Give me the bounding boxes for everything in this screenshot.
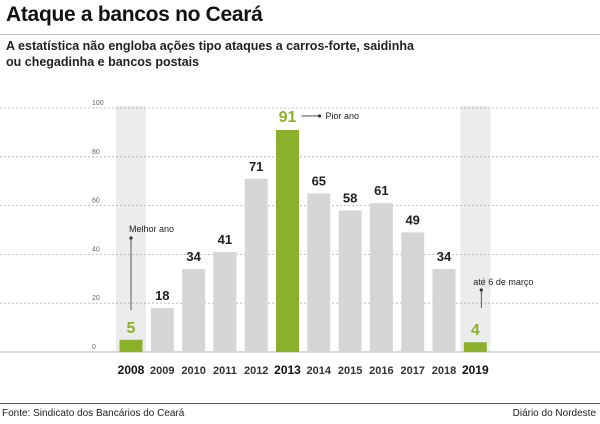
- bar-2010: [182, 269, 206, 352]
- category-label-2018: 2018: [432, 365, 456, 377]
- annotation-melhor-ano: Melhor ano: [129, 224, 174, 234]
- value-label-2009: 18: [155, 288, 169, 303]
- publisher-credit: Diário do Nordeste: [512, 408, 596, 419]
- value-label-2013: 91: [279, 109, 297, 126]
- y-tick-label-20: 20: [92, 295, 100, 302]
- bar-2009: [150, 308, 174, 352]
- source-note: Fonte: Sindicato dos Bancários do Ceará: [2, 408, 185, 419]
- value-label-2010: 34: [186, 249, 201, 264]
- bar-2011: [213, 251, 237, 352]
- annotation-dot-2008: [129, 236, 133, 240]
- category-label-2016: 2016: [369, 365, 393, 377]
- bottom-divider: [0, 403, 600, 404]
- value-label-2011: 41: [218, 232, 232, 247]
- bar-2008: [119, 339, 143, 352]
- top-divider: [0, 34, 600, 35]
- category-label-2012: 2012: [244, 365, 268, 377]
- bar-2019: [463, 342, 487, 352]
- value-label-2008: 5: [127, 320, 136, 337]
- chart-title: Ataque a bancos no Ceará: [6, 3, 263, 26]
- value-label-2015: 58: [343, 190, 357, 205]
- y-tick-label-40: 40: [92, 246, 100, 253]
- annotation-pior-ano: Pior ano: [326, 111, 360, 121]
- category-label-2011: 2011: [213, 365, 237, 377]
- value-label-2019: 4: [471, 322, 480, 339]
- category-label-2008: 2008: [118, 363, 145, 377]
- annotation-dot-2019: [479, 288, 483, 292]
- y-tick-label-80: 80: [92, 149, 100, 156]
- value-label-2014: 65: [312, 173, 326, 188]
- bar-2018: [432, 269, 456, 352]
- bar-2017: [401, 232, 425, 352]
- category-label-2017: 2017: [400, 365, 424, 377]
- bar-2014: [307, 193, 331, 352]
- y-tick-label-60: 60: [92, 198, 100, 205]
- bar-2012: [244, 178, 268, 352]
- value-label-2016: 61: [374, 183, 388, 198]
- y-tick-label-0: 0: [92, 344, 96, 351]
- value-label-2012: 71: [249, 159, 263, 174]
- category-label-2009: 2009: [150, 365, 174, 377]
- category-label-2019: 2019: [462, 363, 489, 377]
- category-label-2015: 2015: [338, 365, 362, 377]
- value-label-2017: 49: [405, 212, 419, 227]
- category-label-2014: 2014: [307, 365, 332, 377]
- bar-chart: 0 20 40 60 80 100 5 2008 18 2009 34 2010 41 2011 71 201…: [0, 100, 600, 377]
- bar-2013: [276, 129, 299, 352]
- bar-2016: [369, 203, 393, 352]
- category-label-2013: 2013: [274, 363, 301, 377]
- highlight-column-bg-2019: [460, 106, 491, 352]
- value-label-2018: 34: [437, 249, 452, 264]
- chart-subtitle: A estatística não engloba ações tipo ata…: [6, 39, 414, 69]
- annotation-ate-6-marco: até 6 de março: [473, 277, 533, 287]
- bar-2015: [338, 210, 362, 352]
- y-tick-label-100: 100: [92, 100, 104, 107]
- category-label-2010: 2010: [181, 365, 205, 377]
- annotation-dot-2013: [317, 114, 322, 118]
- highlight-column-bg-2008: [116, 106, 146, 352]
